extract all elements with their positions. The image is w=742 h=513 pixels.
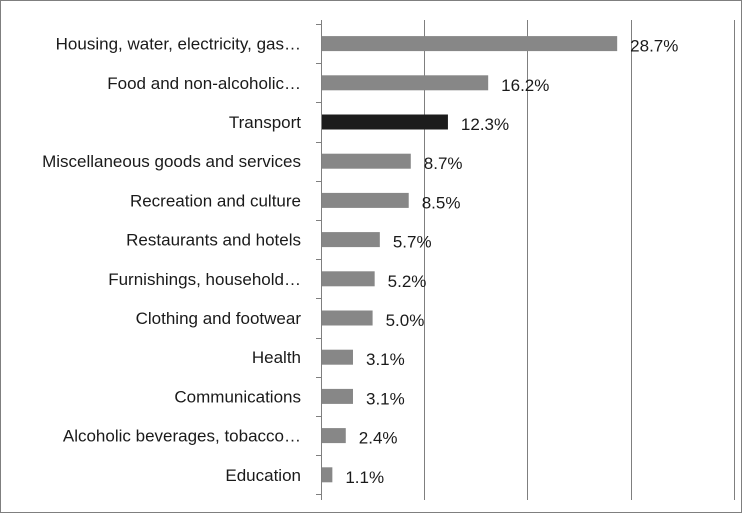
bar	[322, 310, 373, 326]
data-label: 8.7%	[424, 154, 463, 173]
data-label: 5.7%	[393, 233, 432, 252]
gridlines	[424, 20, 735, 500]
data-label: 2.4%	[359, 429, 398, 448]
data-label: 12.3%	[461, 115, 509, 134]
category-label: Health	[252, 348, 301, 367]
data-label: 3.1%	[366, 389, 405, 408]
data-label: 3.1%	[366, 350, 405, 369]
bar	[322, 428, 346, 444]
category-label: Clothing and footwear	[136, 309, 302, 328]
bar	[322, 349, 353, 365]
category-label: Alcoholic beverages, tobacco…	[63, 427, 301, 446]
bar	[322, 271, 375, 287]
data-label: 5.0%	[386, 311, 425, 330]
bars	[322, 36, 618, 483]
category-label: Housing, water, electricity, gas…	[56, 35, 301, 54]
category-label: Restaurants and hotels	[126, 231, 301, 250]
data-label: 5.2%	[388, 272, 427, 291]
bar	[322, 467, 333, 483]
category-label: Recreation and culture	[130, 191, 301, 210]
category-label: Education	[225, 466, 301, 485]
data-label: 28.7%	[630, 37, 678, 56]
bar	[322, 114, 448, 130]
bar	[322, 75, 489, 91]
category-label: Furnishings, household…	[108, 270, 301, 289]
bar	[322, 192, 409, 208]
category-label: Communications	[174, 387, 301, 406]
data-label: 1.1%	[345, 468, 384, 487]
data-label: 8.5%	[422, 193, 461, 212]
data-label: 16.2%	[501, 76, 549, 95]
labels: Housing, water, electricity, gas… 28.7% Fo…	[42, 35, 678, 487]
category-label: Food and non-alcoholic…	[107, 74, 301, 93]
category-axis	[316, 20, 322, 500]
category-label: Transport	[229, 113, 301, 132]
bar	[322, 232, 380, 248]
category-label: Miscellaneous goods and services	[42, 152, 301, 171]
bar	[322, 388, 353, 404]
bar	[322, 36, 618, 52]
bar	[322, 153, 411, 169]
